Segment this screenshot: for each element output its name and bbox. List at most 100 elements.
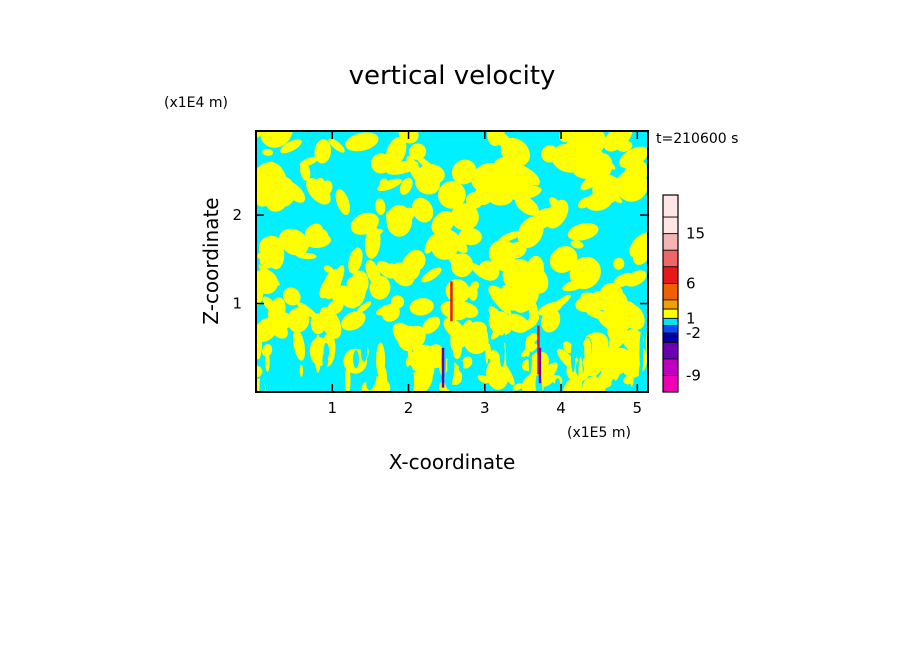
positive-velocity-cell [258, 178, 283, 205]
fine-velocity-cell [570, 341, 576, 373]
positive-velocity-cell [505, 313, 529, 333]
fine-velocity-cell [353, 350, 359, 369]
y-tick-label: 2 [232, 206, 242, 224]
positive-velocity-cell [451, 159, 477, 185]
colorbar-swatch [662, 332, 679, 343]
positive-velocity-cell [575, 296, 597, 312]
positive-velocity-cell [377, 178, 403, 192]
positive-velocity-cell [376, 261, 396, 279]
fine-velocity-cell [360, 337, 368, 362]
positive-velocity-cell [320, 180, 333, 196]
y-unit-label: (x1E4 m) [164, 95, 228, 111]
time-label: t=210600 s [656, 131, 738, 147]
positive-velocity-cell [469, 263, 490, 280]
positive-velocity-cell [422, 316, 441, 334]
fine-velocity-cell [600, 357, 609, 377]
fine-velocity-cell [554, 378, 561, 392]
positive-velocity-cell [458, 227, 482, 246]
positive-velocity-cell [517, 179, 526, 188]
positive-velocity-cell [599, 283, 624, 308]
fine-velocity-cell [376, 342, 386, 378]
positive-velocity-cell [613, 272, 635, 288]
positive-velocity-cell [514, 195, 540, 216]
positive-velocity-cell [613, 301, 638, 330]
positive-velocity-cell [296, 301, 319, 320]
fine-velocity-cell [578, 357, 583, 389]
x-tick-label: 5 [633, 399, 643, 417]
positive-velocity-cell [501, 284, 520, 303]
positive-velocity-cell [299, 156, 319, 167]
positive-velocity-cell [397, 325, 421, 352]
fine-velocity-cell [639, 332, 644, 371]
positive-velocity-cell [418, 355, 435, 382]
positive-velocity-cell [261, 344, 273, 357]
positive-velocity-cell [385, 210, 404, 232]
positive-velocity-cell [431, 211, 455, 236]
positive-velocity-cell [411, 197, 434, 223]
positive-velocity-cell [547, 294, 571, 313]
positive-velocity-cell [287, 307, 310, 333]
fine-velocity-cell [608, 336, 613, 373]
fine-velocity-cell [525, 336, 531, 358]
positive-velocity-cell [408, 143, 427, 160]
positive-velocity-cell [541, 145, 559, 163]
positive-velocity-cell [431, 232, 459, 260]
colorbar-label: 6 [686, 274, 696, 292]
positive-velocity-cell [306, 178, 331, 205]
fine-velocity-cell [629, 360, 634, 387]
positive-velocity-cell [319, 306, 342, 339]
positive-velocity-cell [345, 132, 379, 152]
positive-velocity-cell [458, 319, 473, 348]
positive-velocity-cell [314, 139, 332, 164]
plot-frame [255, 130, 649, 393]
fine-velocity-cell [366, 374, 374, 391]
colorbar-label: -2 [686, 324, 701, 342]
colorbar-swatch [662, 308, 679, 319]
fine-velocity-cell [256, 327, 262, 360]
positive-velocity-cell [267, 316, 288, 339]
x-axis-label: X-coordinate [389, 450, 516, 474]
positive-velocity-cell [461, 356, 473, 369]
x-tick-label: 2 [404, 399, 414, 417]
colorbar-swatch [662, 358, 679, 376]
positive-velocity-cell [438, 181, 466, 209]
positive-velocity-cell [615, 169, 648, 202]
x-tick-label: 4 [556, 399, 566, 417]
positive-velocity-cell [512, 383, 524, 391]
fine-velocity-cell [345, 364, 351, 392]
colorbar-label: -9 [686, 366, 701, 384]
positive-velocity-cell [341, 311, 366, 331]
fine-velocity-cell [387, 352, 396, 377]
positive-velocity-cell [260, 239, 283, 248]
fine-velocity-cell [470, 377, 479, 392]
colorbar-swatch [662, 266, 679, 284]
chart-title: vertical velocity [349, 61, 556, 91]
colorbar-swatch [662, 194, 679, 218]
positive-velocity-cell [567, 223, 599, 241]
colorbar-swatch [662, 299, 679, 310]
positive-velocity-cell [453, 301, 479, 318]
positive-velocity-cell [602, 346, 625, 363]
positive-velocity-cell [596, 313, 613, 330]
colorbar-label: 15 [686, 225, 705, 243]
positive-velocity-cell [465, 192, 483, 209]
positive-velocity-cell [488, 306, 509, 333]
positive-velocity-cell [450, 203, 479, 231]
positive-velocity-cell [450, 253, 474, 278]
fine-velocity-cell [576, 340, 585, 363]
fine-velocity-cell [289, 370, 299, 392]
positive-velocity-cell [595, 366, 621, 390]
positive-velocity-cell [386, 160, 419, 175]
positive-velocity-cell [545, 199, 569, 229]
x-unit-label: (x1E5 m) [567, 425, 631, 441]
positive-velocity-cell [278, 228, 309, 256]
positive-velocity-cell [399, 177, 413, 195]
positive-velocity-cell [489, 289, 512, 315]
x-tick-label: 3 [480, 399, 490, 417]
colorbar-swatch [662, 317, 679, 327]
y-axis: 12 [232, 206, 648, 313]
positive-velocity-cell [282, 287, 301, 306]
strong-column [537, 325, 540, 375]
positive-velocity-cell [494, 131, 512, 149]
